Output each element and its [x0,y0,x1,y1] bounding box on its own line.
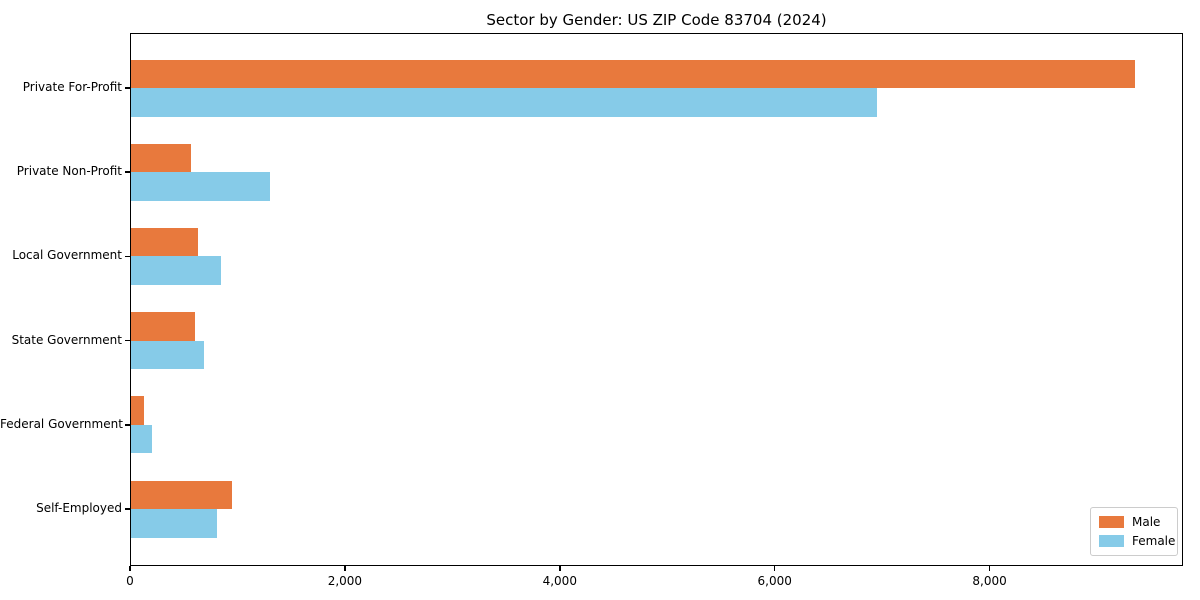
y-axis-tick [125,508,130,510]
x-axis-tick [773,566,776,571]
y-axis-tick [125,339,130,342]
bar-female [131,424,153,454]
y-axis-tick [125,171,130,173]
x-tick-label: 8,000 [972,574,1007,588]
y-tick-label: State Government [11,332,122,347]
x-tick-label: 6,000 [757,574,792,588]
legend: Male Female [1090,507,1178,556]
x-tick-label: 0 [126,574,134,588]
bar-female [131,256,222,285]
y-axis-tick [125,255,130,258]
x-axis-tick [559,566,561,571]
bar-male [131,227,198,257]
y-axis-tick [125,424,130,426]
y-tick-label: Private For-Profit [22,80,122,94]
bar-female [131,340,205,370]
bar-male [131,396,144,425]
y-tick-label: Federal Government [0,416,123,431]
legend-item-female: Female [1099,534,1175,548]
bar-female [131,88,877,117]
x-axis-tick [129,566,131,571]
y-tick-label: Private Non-Profit [16,164,122,179]
legend-item-male: Male [1099,515,1169,529]
x-axis-tick [988,566,991,571]
y-tick-label: Self-Employed [36,501,122,515]
y-axis-tick [125,87,130,89]
x-tick-label: 2,000 [327,574,363,588]
legend-swatch-female [1099,535,1124,547]
bar-male [131,312,196,341]
legend-label: Female [1132,534,1176,548]
legend-label: Male [1132,515,1161,529]
bar-male [131,143,192,173]
x-tick-label: 4,000 [542,574,577,588]
chart-title: Sector by Gender: US ZIP Code 83704 (202… [486,11,827,29]
bar-male [131,480,232,509]
legend-swatch-male [1099,516,1124,528]
bar-female [131,509,217,538]
plot-area [130,33,1183,566]
y-tick-label: Local Government [12,248,122,263]
bar-female [131,172,270,201]
x-axis-tick [344,566,346,571]
bar-male [131,59,1135,88]
